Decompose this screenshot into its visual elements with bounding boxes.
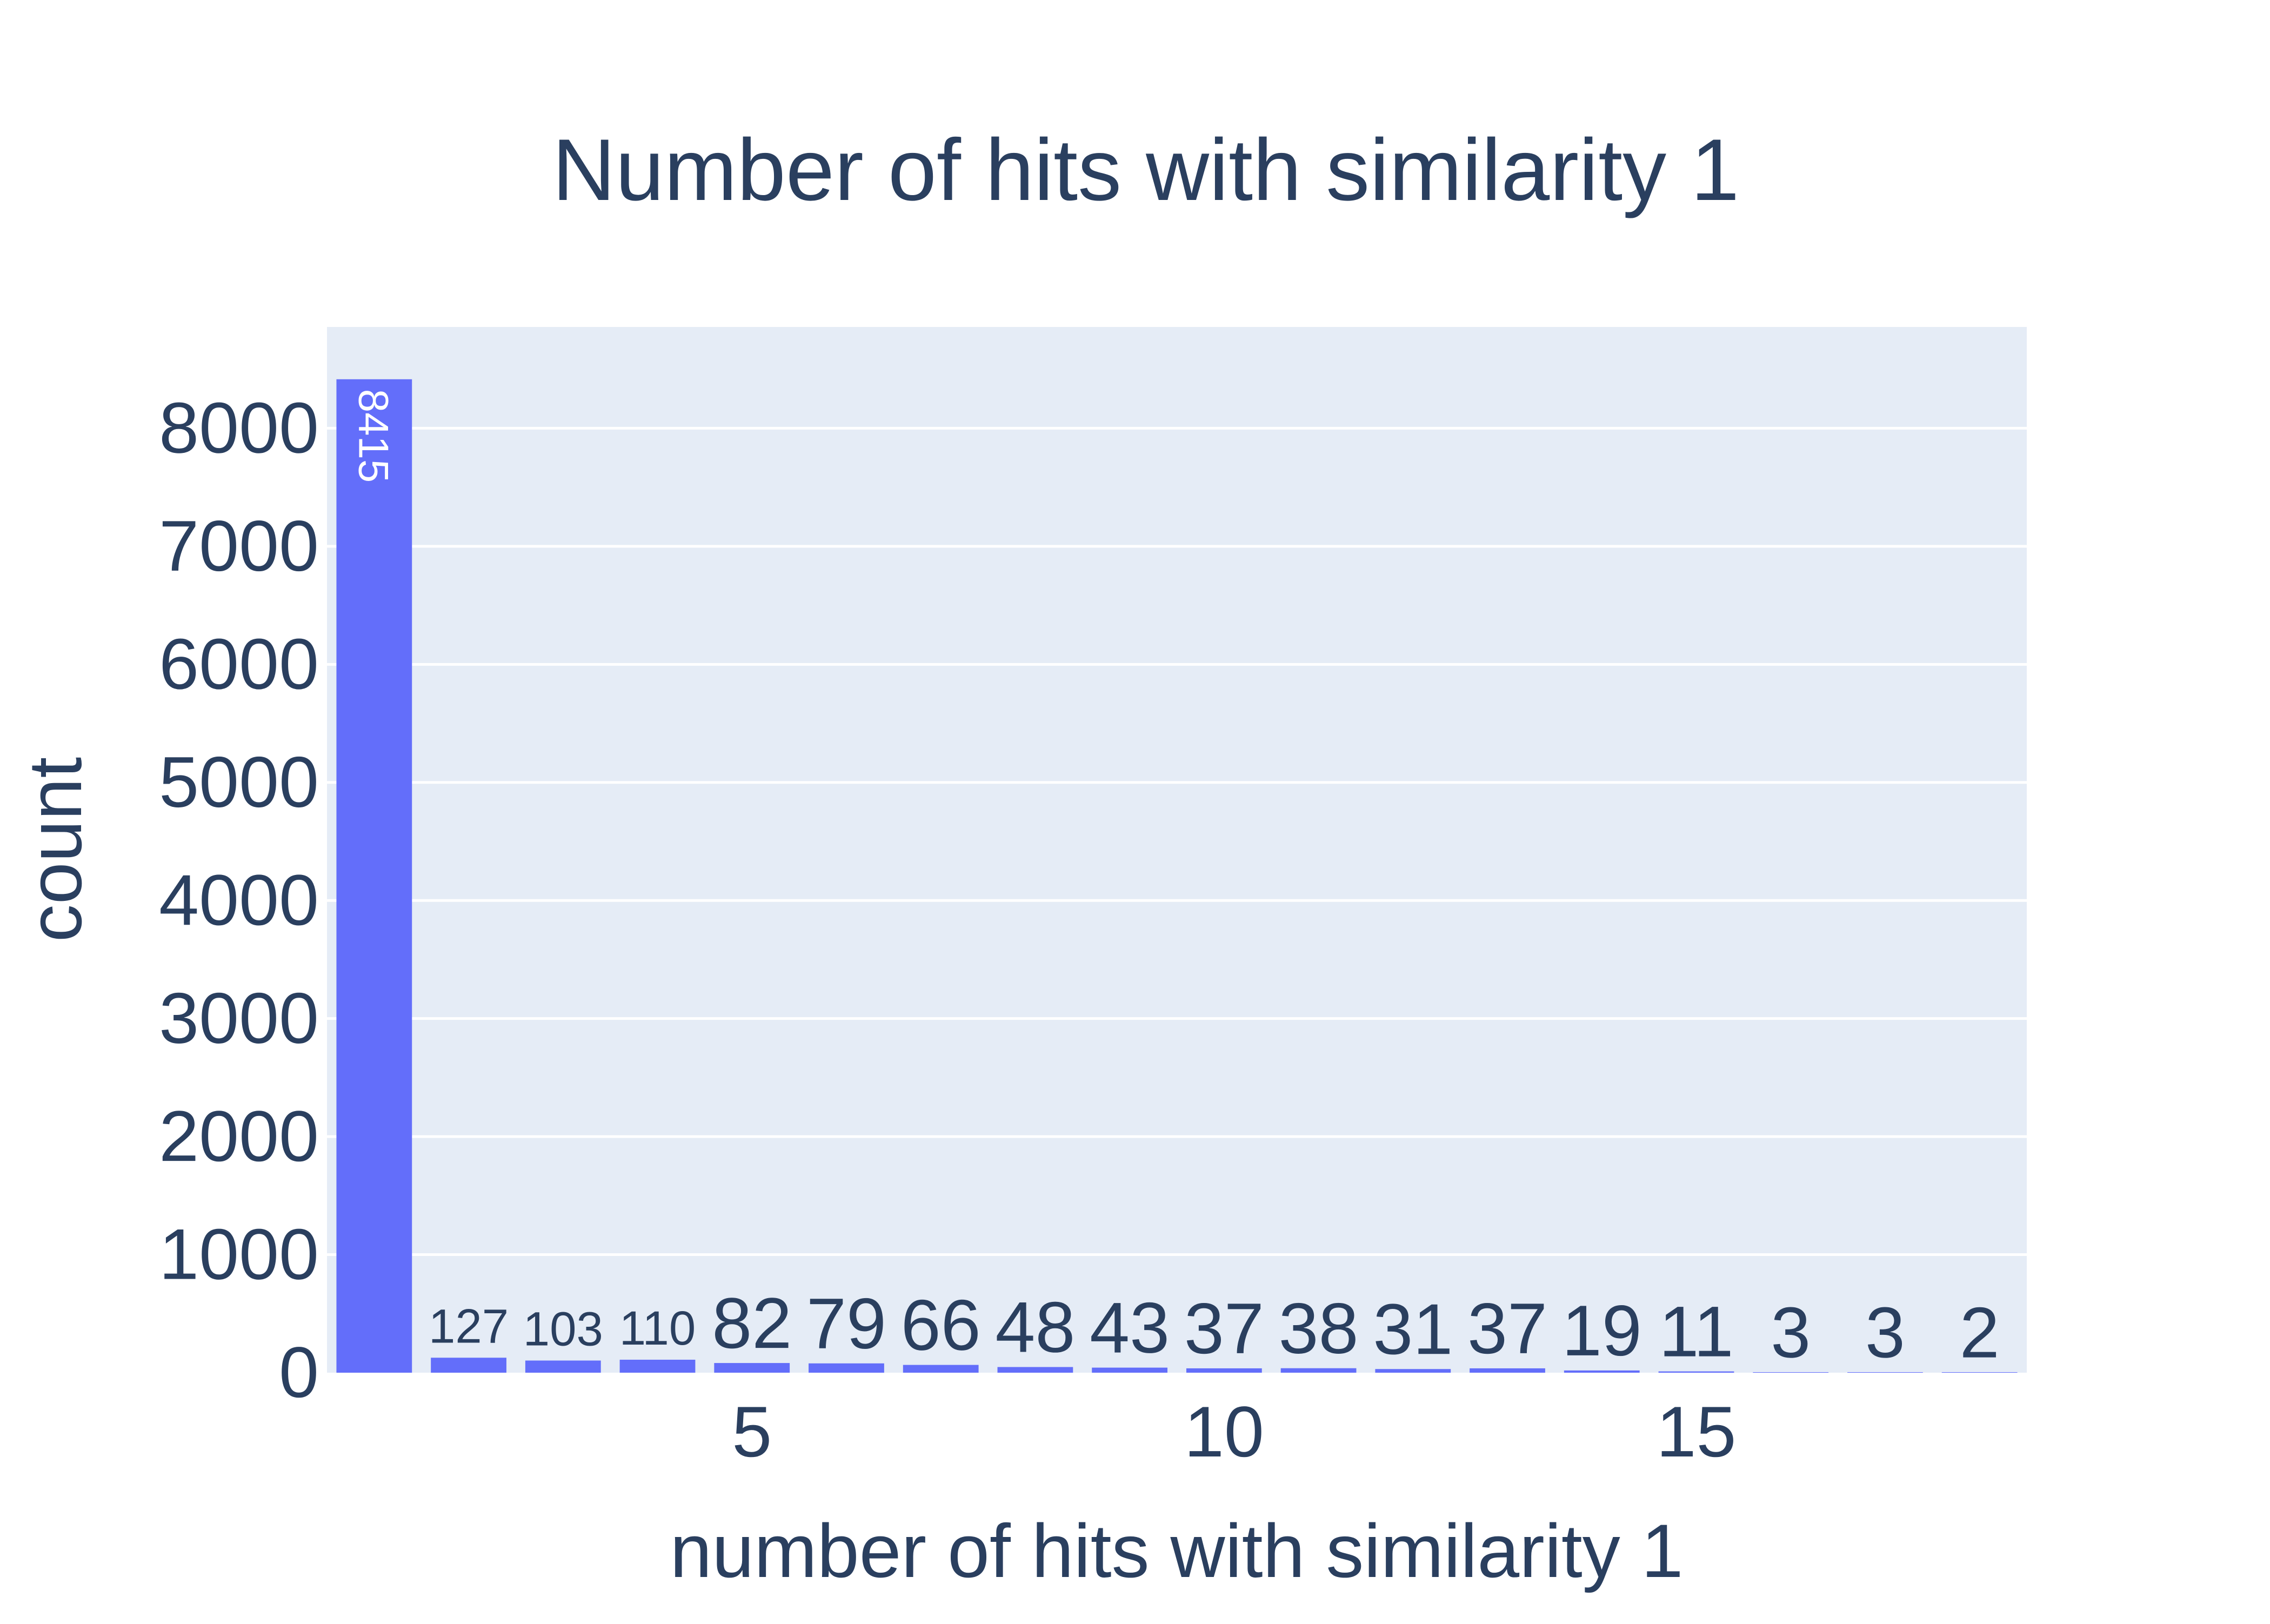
bar-12: [1375, 1369, 1451, 1373]
bar-label-17: 3: [1865, 1293, 1905, 1373]
bar-label-2: 127: [429, 1299, 509, 1353]
bar-6: [809, 1363, 884, 1373]
bar-1: [336, 379, 412, 1373]
bar-13: [1470, 1368, 1545, 1373]
x-tick-label-15: 15: [1657, 1392, 1737, 1472]
bar-9: [1092, 1367, 1168, 1373]
x-tick-label-10: 10: [1184, 1392, 1264, 1472]
bar-label-14: 19: [1562, 1291, 1642, 1371]
bar-18: [1941, 1372, 2018, 1373]
bar-8: [997, 1367, 1073, 1373]
bar-label-7: 66: [901, 1286, 981, 1366]
y-tick-label-8000: 8000: [159, 388, 319, 468]
bar-label-1: 8415: [350, 389, 397, 483]
bar-label-12: 31: [1373, 1289, 1453, 1369]
x-tick-label-5: 5: [732, 1392, 772, 1472]
bar-label-15: 11: [1659, 1292, 1733, 1372]
bar-label-5: 82: [712, 1284, 792, 1364]
bar-label-8: 48: [995, 1288, 1075, 1368]
chart-title: Number of hits with similarity 1: [552, 121, 1740, 219]
x-axis-ticks: 5 10 15: [732, 1392, 1736, 1472]
bar-17: [1847, 1372, 1923, 1373]
y-tick-label-0: 0: [279, 1333, 319, 1413]
bar-16: [1753, 1372, 1829, 1373]
bar-label-6: 79: [806, 1284, 886, 1364]
bar-label-3: 103: [523, 1302, 603, 1356]
bar-11: [1280, 1368, 1357, 1373]
y-tick-label-3000: 3000: [159, 979, 319, 1059]
bar-label-10: 37: [1184, 1289, 1264, 1369]
y-tick-label-6000: 6000: [159, 624, 319, 704]
y-tick-label-7000: 7000: [159, 506, 319, 586]
bar-7: [903, 1365, 979, 1373]
bar-4: [619, 1359, 696, 1373]
y-tick-label-4000: 4000: [159, 860, 319, 940]
bar-10: [1186, 1368, 1262, 1373]
bars: [336, 379, 2018, 1373]
gridlines: [327, 426, 2027, 1257]
bar-15: [1658, 1371, 1734, 1373]
bar-3: [525, 1360, 601, 1373]
bar-label-11: 38: [1279, 1289, 1359, 1369]
bar-label-9: 43: [1090, 1288, 1170, 1368]
bar-label-13: 37: [1467, 1289, 1547, 1369]
y-tick-label-2000: 2000: [159, 1097, 319, 1177]
bar-5: [714, 1363, 790, 1373]
y-axis-ticks: 0 1000 2000 3000 4000 5000 6000 7000 8000: [159, 388, 319, 1413]
bar-label-16: 3: [1771, 1293, 1811, 1373]
x-axis-label: number of hits with similarity 1: [670, 1508, 1683, 1593]
y-axis-label: count: [12, 757, 97, 942]
y-tick-label-5000: 5000: [159, 743, 319, 823]
bar-label-18: 2: [1960, 1293, 2000, 1373]
bar-14: [1564, 1370, 1640, 1373]
y-tick-label-1000: 1000: [159, 1215, 319, 1295]
bar-2: [431, 1358, 506, 1373]
plot-background: [327, 327, 2027, 1373]
bar-label-4: 110: [619, 1301, 696, 1355]
